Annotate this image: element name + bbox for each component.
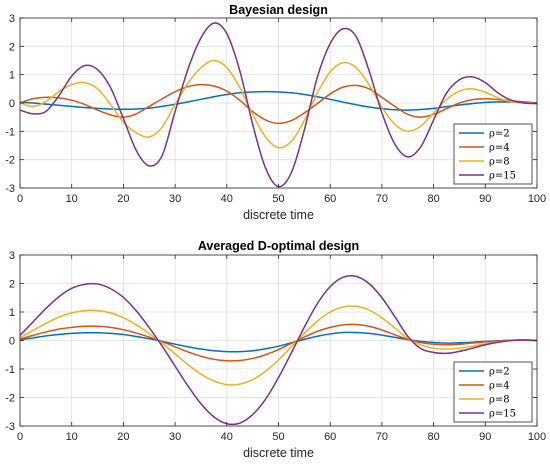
x-tick-label: 90 — [479, 431, 491, 443]
x-tick-label: 10 — [66, 193, 78, 205]
legend-label-1: ρ=4 — [489, 381, 510, 392]
x-tick-label: 70 — [376, 193, 388, 205]
x-tick-label: 80 — [427, 431, 439, 443]
y-tick-label: -1 — [5, 364, 15, 376]
x-tick-label: 60 — [324, 431, 336, 443]
x-tick-label: 0 — [17, 431, 23, 443]
y-tick-label: -2 — [5, 155, 15, 167]
x-tick-label: 40 — [221, 431, 233, 443]
x-axis-label: discrete time — [243, 208, 314, 222]
series-line-2 — [20, 305, 537, 386]
x-tick-label: 70 — [376, 431, 388, 443]
y-tick-label: 0 — [9, 336, 15, 348]
x-tick-label: 100 — [528, 193, 546, 205]
chart-title: Averaged D-optimal design — [198, 239, 359, 253]
series-line-1 — [20, 323, 537, 362]
bottom-panel: 0 10 20 30 40 50 60 70 80 90 100 -3 -2 -1 0 1 2 3 Averaged… — [5, 239, 546, 460]
series-line-2 — [20, 59, 537, 149]
y-tick-label: -3 — [5, 183, 15, 195]
y-tick-label: 3 — [9, 250, 15, 262]
legend-box — [453, 361, 533, 423]
x-tick-label: 20 — [117, 431, 129, 443]
legend-label-2: ρ=8 — [489, 157, 510, 168]
legend: ρ=2 ρ=4 ρ=8 ρ=15 — [453, 123, 533, 185]
series-line-0 — [20, 331, 537, 353]
y-tick-label: 2 — [9, 279, 15, 291]
x-tick-label: 90 — [479, 193, 491, 205]
chart-title: Bayesian design — [229, 3, 328, 17]
x-tick-label: 40 — [221, 193, 233, 205]
legend-label-3: ρ=15 — [489, 171, 516, 182]
series-group — [20, 274, 537, 426]
x-tick-label: 100 — [528, 431, 546, 443]
y-tick-label: -2 — [5, 393, 15, 405]
legend-box — [453, 123, 533, 185]
y-tick-label: 2 — [9, 41, 15, 53]
x-tick-label: 50 — [272, 193, 284, 205]
x-tick-label: 0 — [17, 193, 23, 205]
y-tick-label: -1 — [5, 126, 15, 138]
series-line-1 — [20, 83, 537, 125]
y-tick-label: 0 — [9, 98, 15, 110]
legend-label-0: ρ=2 — [489, 367, 510, 378]
legend: ρ=2 ρ=4 ρ=8 ρ=15 — [453, 361, 533, 423]
x-tick-label: 30 — [169, 193, 181, 205]
top-panel: 0 10 20 30 40 50 60 70 80 90 100 -3 -2 -1 0 1 2 3 Bayesian… — [5, 3, 546, 222]
x-tick-label: 30 — [169, 431, 181, 443]
y-tick-label: 1 — [9, 70, 15, 82]
legend-label-1: ρ=4 — [489, 143, 510, 154]
legend-label-0: ρ=2 — [489, 129, 510, 140]
y-tick-label: -3 — [5, 421, 15, 433]
x-tick-label: 50 — [272, 431, 284, 443]
legend-label-3: ρ=15 — [489, 409, 516, 420]
series-line-3 — [20, 274, 537, 426]
x-tick-label: 20 — [117, 193, 129, 205]
y-tick-label: 1 — [9, 307, 15, 319]
x-tick-label: 10 — [66, 431, 78, 443]
legend-label-2: ρ=8 — [489, 395, 510, 406]
y-tick-label: 3 — [9, 13, 15, 25]
x-tick-label: 80 — [427, 193, 439, 205]
x-axis-label: discrete time — [243, 446, 314, 460]
x-tick-label: 60 — [324, 193, 336, 205]
